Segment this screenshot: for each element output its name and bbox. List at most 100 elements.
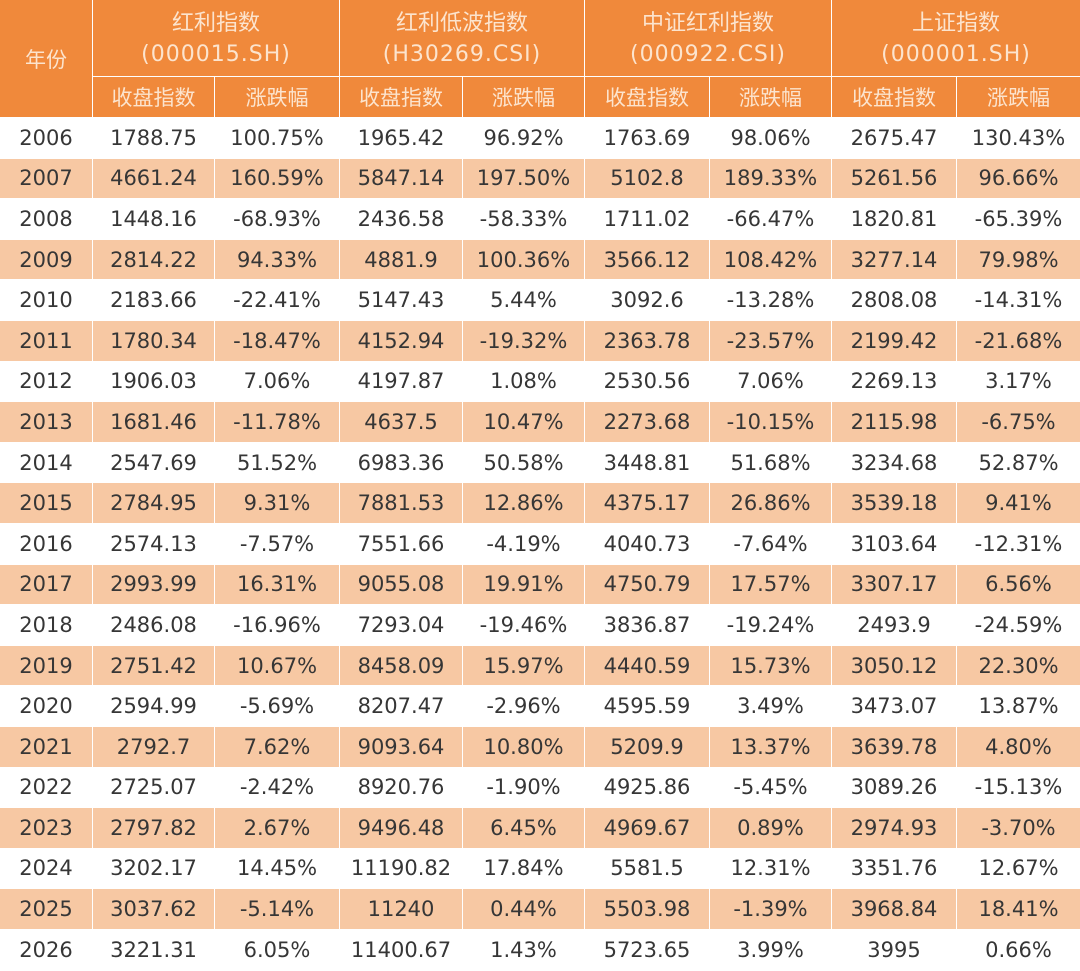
close-value-cell: 11190.82 — [340, 848, 463, 890]
close-value-cell: 2797.82 — [93, 808, 215, 849]
change-percent-cell: 15.73% — [710, 645, 832, 687]
close-value-cell: 4375.17 — [585, 483, 710, 524]
change-percent-cell: 51.68% — [710, 442, 832, 484]
year-cell: 2008 — [0, 199, 93, 240]
year-cell: 2010 — [0, 280, 93, 321]
change-percent-cell: -11.78% — [215, 402, 340, 443]
close-value-cell: 4637.5 — [340, 402, 463, 443]
close-value-cell: 5847.14 — [340, 158, 463, 200]
close-value-cell: 2993.99 — [93, 564, 215, 606]
change-percent-cell: 94.33% — [215, 239, 340, 281]
change-percent-cell: 16.31% — [215, 564, 340, 606]
year-cell: 2026 — [0, 929, 93, 971]
change-percent-cell: -10.15% — [710, 402, 832, 443]
close-value-cell: 6983.36 — [340, 442, 463, 484]
close-value-cell: 2547.69 — [93, 442, 215, 484]
change-percent-cell: -19.46% — [463, 605, 585, 646]
close-value-cell: 3566.12 — [585, 239, 710, 281]
change-percent-cell: -19.24% — [710, 605, 832, 646]
year-cell: 2021 — [0, 726, 93, 768]
group-name: 上证指数 — [911, 11, 1000, 36]
close-value-cell: 5723.65 — [585, 929, 710, 971]
close-value-cell: 2814.22 — [93, 239, 215, 281]
close-value-cell: 1681.46 — [93, 402, 215, 443]
close-value-cell: 3448.81 — [585, 442, 710, 484]
change-percent-cell: -68.93% — [215, 199, 340, 240]
year-cell: 2014 — [0, 442, 93, 484]
close-value-cell: 3351.76 — [832, 848, 957, 890]
change-percent-cell: 9.41% — [957, 483, 1080, 524]
change-percent-cell: 0.89% — [710, 808, 832, 849]
close-value-cell: 3473.07 — [832, 686, 957, 727]
change-percent-cell: 3.17% — [957, 361, 1080, 403]
sub-header-close: 收盘指数 — [585, 77, 710, 118]
close-value-cell: 4969.67 — [585, 808, 710, 849]
group-name: 红利指数 — [171, 11, 260, 36]
year-cell: 2012 — [0, 361, 93, 403]
group-header-sse-composite-index: 上证指数 (000001.SH) — [832, 0, 1080, 77]
change-percent-cell: 189.33% — [710, 158, 832, 200]
change-percent-cell: -7.57% — [215, 523, 340, 565]
close-value-cell: 2530.56 — [585, 361, 710, 403]
year-cell: 2020 — [0, 686, 93, 727]
close-value-cell: 1906.03 — [93, 361, 215, 403]
year-cell: 2017 — [0, 564, 93, 606]
close-value-cell: 3539.18 — [832, 483, 957, 524]
close-value-cell: 5581.5 — [585, 848, 710, 890]
change-percent-cell: 197.50% — [463, 158, 585, 200]
close-value-cell: 2493.9 — [832, 605, 957, 646]
change-percent-cell: 96.66% — [957, 158, 1080, 200]
close-value-cell: 11240 — [340, 889, 463, 930]
change-percent-cell: 0.66% — [957, 929, 1080, 971]
group-header-dividend-index: 红利指数 (000015.SH) — [93, 0, 340, 77]
close-value-cell: 5503.98 — [585, 889, 710, 930]
change-percent-cell: 96.92% — [463, 118, 585, 159]
change-percent-cell: -24.59% — [957, 605, 1080, 646]
close-value-cell: 3307.17 — [832, 564, 957, 606]
group-header-dividend-low-vol-index: 红利低波指数 (H30269.CSI) — [340, 0, 585, 77]
change-percent-cell: 10.47% — [463, 402, 585, 443]
close-value-cell: 4152.94 — [340, 320, 463, 362]
change-percent-cell: -21.68% — [957, 320, 1080, 362]
change-percent-cell: 19.91% — [463, 564, 585, 606]
change-percent-cell: 100.75% — [215, 118, 340, 159]
close-value-cell: 3836.87 — [585, 605, 710, 646]
year-cell: 2006 — [0, 118, 93, 159]
change-percent-cell: -5.45% — [710, 767, 832, 809]
year-cell: 2024 — [0, 848, 93, 890]
close-value-cell: 5209.9 — [585, 726, 710, 768]
close-value-cell: 2974.93 — [832, 808, 957, 849]
year-cell: 2009 — [0, 239, 93, 281]
change-percent-cell: -7.64% — [710, 523, 832, 565]
change-percent-cell: -16.96% — [215, 605, 340, 646]
sub-header-change: 涨跌幅 — [957, 77, 1080, 118]
close-value-cell: 3050.12 — [832, 645, 957, 687]
close-value-cell: 4595.59 — [585, 686, 710, 727]
sub-header-change: 涨跌幅 — [463, 77, 585, 118]
change-percent-cell: 160.59% — [215, 158, 340, 200]
close-value-cell: 1820.81 — [832, 199, 957, 240]
change-percent-cell: 50.58% — [463, 442, 585, 484]
change-percent-cell: 22.30% — [957, 645, 1080, 687]
close-value-cell: 9496.48 — [340, 808, 463, 849]
sub-header-change: 涨跌幅 — [710, 77, 832, 118]
close-value-cell: 5147.43 — [340, 280, 463, 321]
close-value-cell: 5261.56 — [832, 158, 957, 200]
close-value-cell: 2183.66 — [93, 280, 215, 321]
change-percent-cell: -5.69% — [215, 686, 340, 727]
change-percent-cell: -12.31% — [957, 523, 1080, 565]
change-percent-cell: 13.87% — [957, 686, 1080, 727]
close-value-cell: 4925.86 — [585, 767, 710, 809]
close-value-cell: 2808.08 — [832, 280, 957, 321]
close-value-cell: 9093.64 — [340, 726, 463, 768]
close-value-cell: 2792.7 — [93, 726, 215, 768]
sub-header-close: 收盘指数 — [832, 77, 957, 118]
sub-header-change: 涨跌幅 — [215, 77, 340, 118]
close-value-cell: 2784.95 — [93, 483, 215, 524]
change-percent-cell: -2.42% — [215, 767, 340, 809]
close-value-cell: 7293.04 — [340, 605, 463, 646]
change-percent-cell: 12.31% — [710, 848, 832, 890]
sub-header-close: 收盘指数 — [93, 77, 215, 118]
